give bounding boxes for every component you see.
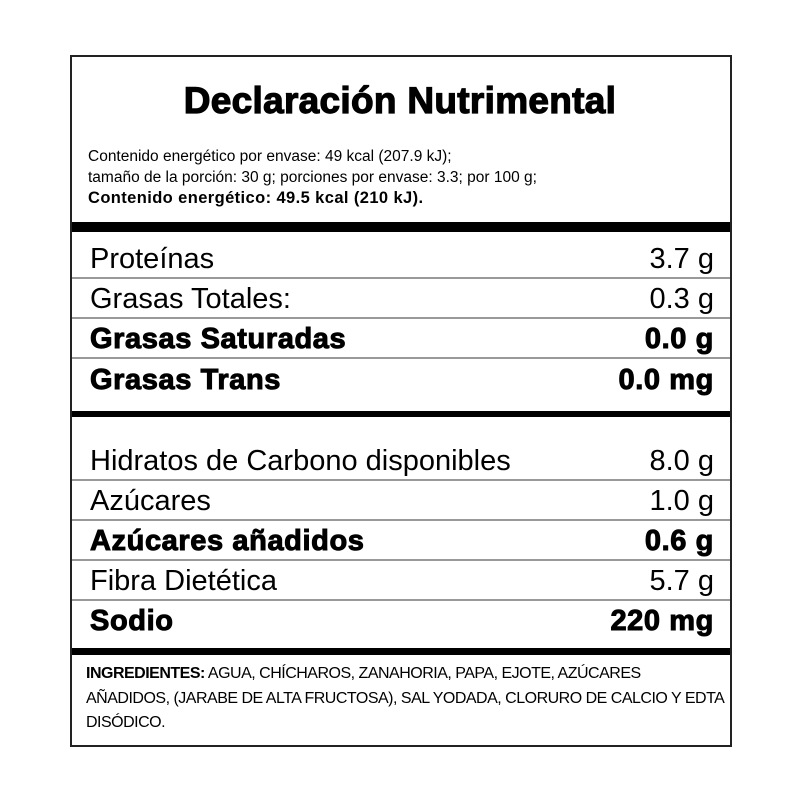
nutrient-value: 0.6 g: [644, 525, 714, 558]
label-title: Declaración Nutrimental: [183, 79, 617, 121]
nutrient-label: Azúcares añadidos: [90, 525, 365, 558]
nutrient-label: Proteínas: [90, 243, 215, 275]
nutrient-label: Grasas Trans: [90, 364, 281, 397]
nutrient-value: 5.7 g: [649, 565, 715, 597]
nutrient-row-hidratos: Hidratos de Carbono disponibles 8.0 g: [72, 441, 730, 481]
nutrient-value: 0.0 g: [644, 323, 714, 356]
nutrient-label: Hidratos de Carbono disponibles: [90, 445, 511, 477]
nutrient-label: Azúcares: [90, 485, 211, 517]
ingredients-heading: INGREDIENTES:: [86, 665, 205, 682]
serving-info: tamaño de la porción: 30 g; porciones po…: [88, 169, 537, 186]
nutrient-row-sodio: Sodio 220 mg: [72, 601, 730, 641]
nutrient-value: 0.0 mg: [618, 364, 714, 397]
thick-divider: [72, 648, 730, 655]
nutrient-row-grasas-totales: Grasas Totales: 0.3 g: [72, 279, 730, 319]
nutrient-label: Grasas Totales:: [90, 283, 291, 315]
nutrient-row-grasas-saturadas: Grasas Saturadas 0.0 g: [72, 319, 730, 359]
nutrient-label: Fibra Dietética: [90, 565, 277, 597]
ingredients-text: AGUA, CHÍCHAROS, ZANAHORIA, PAPA, EJOTE,…: [86, 665, 724, 731]
nutrient-value: 8.0 g: [649, 445, 715, 477]
nutrient-row-azucares-anadidos: Azúcares añadidos 0.6 g: [72, 521, 730, 561]
nutrient-label: Sodio: [90, 605, 174, 638]
nutrient-value: 3.7 g: [649, 243, 715, 275]
nutrient-value: 220 mg: [610, 605, 714, 638]
nutrient-label: Grasas Saturadas: [89, 323, 347, 356]
nutrient-row-azucares: Azúcares 1.0 g: [72, 481, 730, 521]
nutrient-value: 0.3 g: [649, 283, 715, 315]
energy-per-100g: Contenido energético: 49.5 kcal (210 kJ)…: [88, 189, 424, 207]
thick-divider: [72, 411, 730, 417]
energy-per-package: Contenido energético por envase: 49 kcal…: [88, 148, 452, 165]
nutrition-label-frame: [70, 55, 732, 747]
nutrient-value: 1.0 g: [649, 485, 715, 517]
nutrient-row-proteinas: Proteínas 3.7 g: [72, 239, 730, 279]
nutrient-row-grasas-trans: Grasas Trans 0.0 mg: [72, 360, 730, 400]
nutrient-row-fibra: Fibra Dietética 5.7 g: [72, 561, 730, 601]
ingredients-list: INGREDIENTES: AGUA, CHÍCHAROS, ZANAHORIA…: [86, 662, 726, 736]
thick-divider: [72, 222, 730, 232]
